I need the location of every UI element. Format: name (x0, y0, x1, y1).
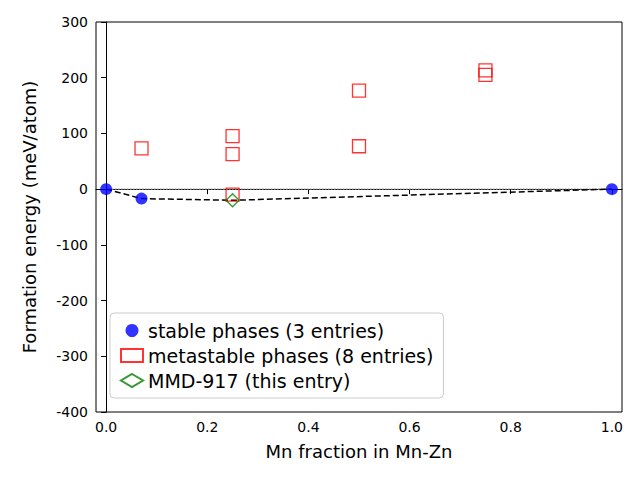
svg-text:-300: -300 (56, 348, 88, 364)
svg-text:-400: -400 (56, 404, 88, 420)
svg-text:-100: -100 (56, 237, 88, 253)
svg-text:0.8: 0.8 (500, 419, 522, 435)
svg-text:metastable phases (8 entries): metastable phases (8 entries) (148, 345, 433, 367)
svg-text:0.4: 0.4 (297, 419, 319, 435)
svg-text:Formation energy (meV/atom): Formation energy (meV/atom) (19, 81, 40, 354)
svg-text:MMD-917 (this entry): MMD-917 (this entry) (148, 370, 350, 392)
svg-text:300: 300 (61, 14, 88, 30)
svg-text:0.2: 0.2 (196, 419, 218, 435)
svg-text:stable phases (3 entries): stable phases (3 entries) (148, 320, 384, 342)
svg-text:0.6: 0.6 (398, 419, 420, 435)
svg-text:0: 0 (79, 181, 88, 197)
svg-text:100: 100 (61, 125, 88, 141)
svg-text:Mn fraction in Mn-Zn: Mn fraction in Mn-Zn (266, 441, 453, 462)
svg-text:200: 200 (61, 70, 88, 86)
svg-text:0.0: 0.0 (95, 419, 117, 435)
svg-text:-200: -200 (56, 293, 88, 309)
svg-text:1.0: 1.0 (601, 419, 623, 435)
